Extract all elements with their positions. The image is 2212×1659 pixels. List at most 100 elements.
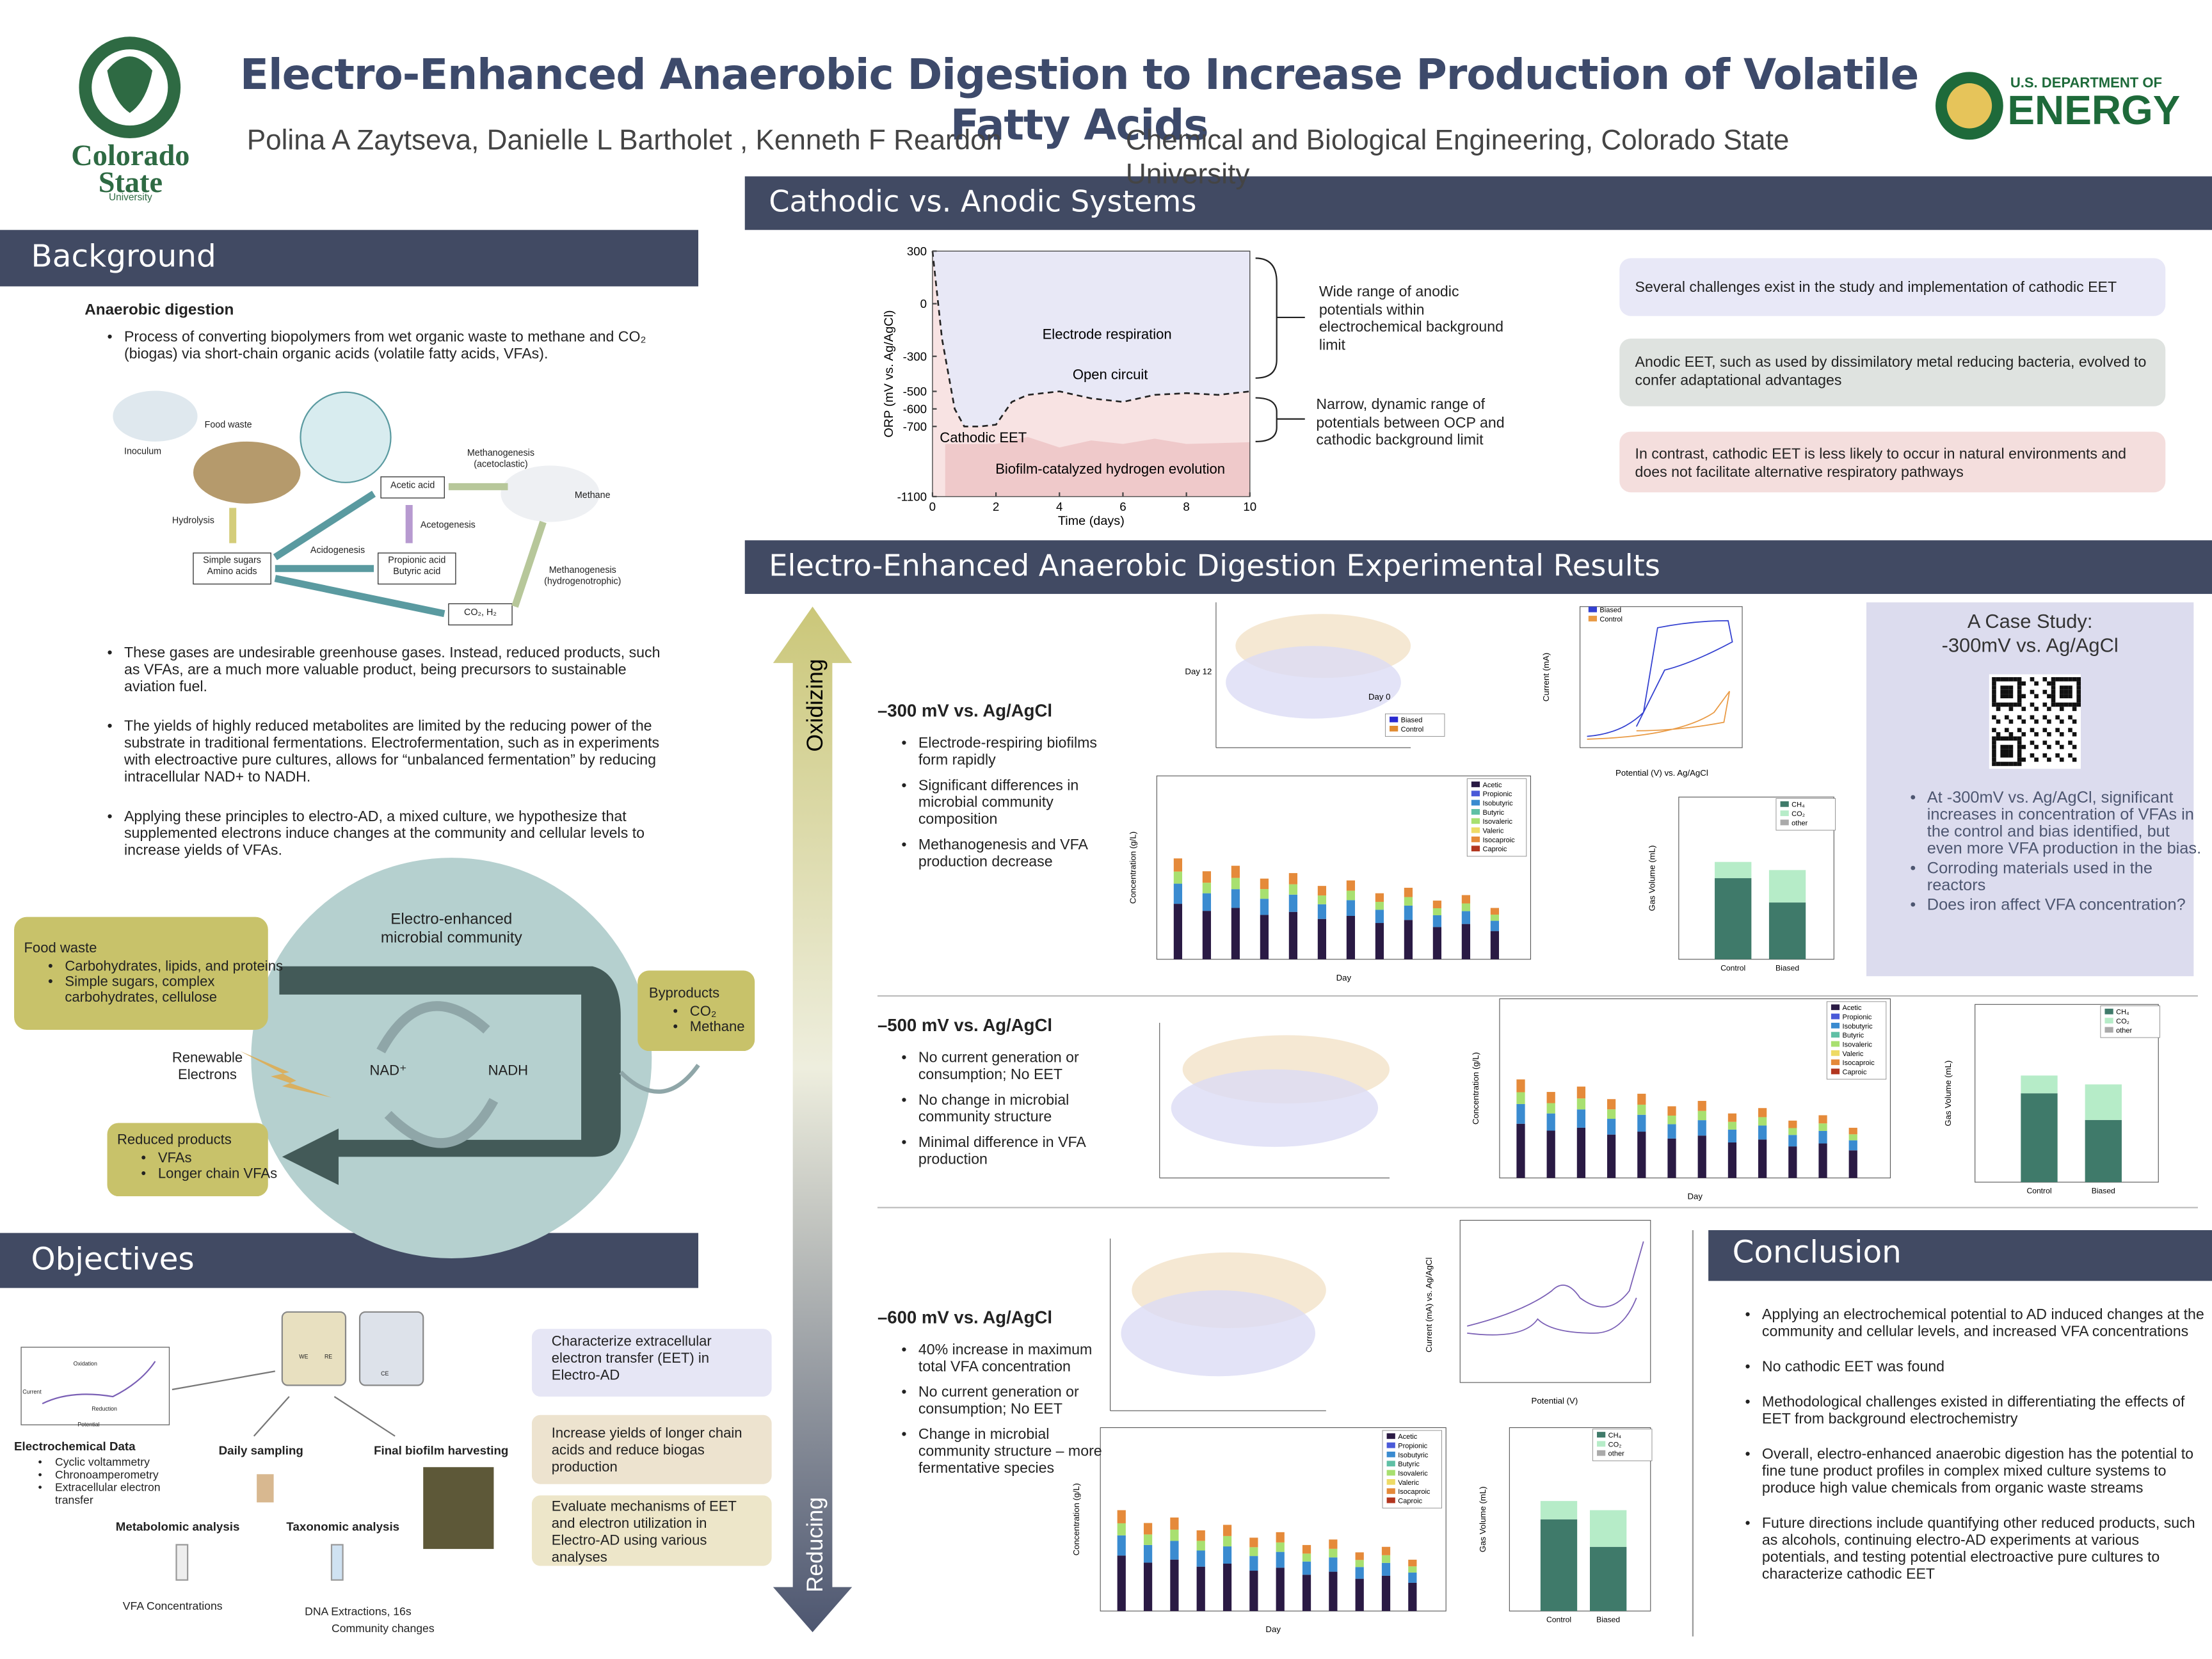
- x-tick-label: 8: [1183, 500, 1189, 513]
- decorative-bar: [1288, 894, 1298, 912]
- legend-label: Valeric: [1398, 1479, 1419, 1487]
- section-bar: [0, 230, 699, 287]
- reactor-label: RE: [324, 1352, 333, 1360]
- bullet: Corroding materials used in the reactors: [1910, 860, 2202, 894]
- decorative-bar: [1317, 904, 1327, 919]
- decorative-bar: [1697, 1135, 1706, 1178]
- bullet-list: These gases are undesirable greenhouse g…: [104, 645, 667, 859]
- decorative-bar: [1196, 1566, 1205, 1612]
- decorative-bar: [1231, 908, 1240, 959]
- info-box-text: Several challenges exist in the study an…: [1635, 279, 2117, 296]
- decorative-bar: [1576, 1098, 1586, 1110]
- cycle-label: Renewable Electrons: [172, 1051, 243, 1084]
- bullet-list: Carbohydrates, lipids, and proteinsSimpl…: [45, 959, 284, 1006]
- decorative-bar: [1637, 1104, 1646, 1115]
- section-heading: Conclusion: [1732, 1235, 1902, 1271]
- qr-cell: [2030, 741, 2035, 745]
- qr-cell: [1992, 681, 1996, 686]
- hydrogen-region: [945, 437, 1250, 497]
- legend-label: Isovaleric: [1482, 818, 1512, 826]
- decorative-bar: [1117, 1535, 1126, 1556]
- decorative-bar: [1768, 902, 1806, 959]
- legend-label: Isobutyric: [1398, 1452, 1429, 1459]
- x-axis-title: Day: [1687, 1191, 1703, 1201]
- decorative-bar: [1260, 878, 1269, 890]
- chart-frame: [1975, 1004, 2159, 1183]
- qr-cell: [2030, 715, 2035, 720]
- bullet: 40% increase in maximum total VFA concen…: [901, 1342, 1116, 1375]
- decorative-bar: [1222, 1546, 1232, 1564]
- reactor-label: WE: [299, 1352, 309, 1360]
- qr-cell: [1992, 744, 1996, 749]
- diagram-label: Methane: [574, 491, 611, 501]
- qr-cell: [2017, 677, 2022, 682]
- decorative-bar: [1432, 901, 1442, 909]
- decorative-bar: [1667, 1138, 1676, 1178]
- diagram-label: Community changes: [331, 1622, 435, 1635]
- qr-cell: [2055, 741, 2060, 745]
- case-study-title: A Case Study: -300mV vs. Ag/AgCl: [1941, 609, 2119, 656]
- cv-label: Oxidation: [73, 1359, 97, 1367]
- legend-swatch: [1471, 818, 1480, 824]
- qr-cell: [2008, 732, 2014, 737]
- legend-label: Caproic: [1398, 1497, 1422, 1505]
- decorative-bar: [1408, 1566, 1417, 1573]
- info-box: [1619, 338, 2166, 406]
- diagram-label: Inoculum: [124, 447, 162, 458]
- bracket: [1255, 397, 1305, 442]
- bullet-list: VFAsLonger chain VFAs: [138, 1151, 285, 1182]
- bullet-list: Electrode-respiring biofilms form rapidl…: [899, 735, 1116, 870]
- decorative-bar: [1381, 1562, 1391, 1576]
- legend-swatch: [1386, 1497, 1395, 1503]
- decorative-bar: [1516, 1092, 1525, 1104]
- qr-cell: [2059, 685, 2064, 690]
- bullet-list: 40% increase in maximum total VFA concen…: [899, 1342, 1116, 1477]
- info-box: [1619, 258, 2166, 316]
- qr-cell: [2034, 694, 2039, 699]
- region-label: Electrode respiration: [1043, 326, 1172, 342]
- bullet: Does iron affect VFA concentration?: [1910, 897, 2202, 914]
- bullet: Extracellular electron transfer: [38, 1481, 196, 1507]
- qr-cell: [1996, 732, 2001, 737]
- qr-cell: [2042, 741, 2048, 745]
- qr-cell: [2047, 757, 2051, 762]
- decorative-bar: [1715, 878, 1752, 959]
- pca-ellipse: [1121, 1290, 1315, 1377]
- qr-cell: [2072, 677, 2077, 682]
- legend-swatch: [1588, 616, 1598, 621]
- legend-label: CH₄: [1791, 801, 1805, 809]
- diagram-box-label: Propionic acid Butyric acid: [388, 556, 446, 577]
- qr-cell: [1996, 762, 2001, 766]
- qr-cell: [2000, 689, 2005, 694]
- decorative-bar: [1231, 889, 1240, 908]
- decorative-bar: [1375, 923, 1384, 959]
- y-tick-label: -1100: [897, 490, 927, 503]
- qr-cell: [2021, 707, 2026, 711]
- legend-swatch: [1390, 716, 1399, 723]
- cv-trace: [1587, 691, 1731, 740]
- qr-cell: [2004, 689, 2009, 694]
- diagram-label: Acidogenesis: [310, 545, 365, 556]
- decorative-bar: [2085, 1084, 2122, 1120]
- qr-cell: [2017, 728, 2022, 732]
- x-tick-label: 10: [1243, 500, 1256, 513]
- legend-swatch: [1780, 801, 1789, 807]
- decorative-bar: [1727, 1142, 1737, 1178]
- qr-cell: [2072, 702, 2077, 707]
- y-tick-label: -600: [903, 402, 927, 415]
- decorative-bar: [1667, 1115, 1676, 1125]
- qr-cell: [2030, 677, 2035, 682]
- decorative-bar: [1848, 1150, 1857, 1178]
- qr-cell: [2030, 728, 2035, 732]
- diagram-box-label: Acetic acid: [390, 481, 435, 492]
- legend-label: other: [2116, 1027, 2132, 1034]
- decorative-bar: [1117, 1510, 1126, 1523]
- info-box: [1619, 431, 2166, 493]
- qr-cell: [1992, 749, 1996, 753]
- chart-frame: [1499, 998, 1891, 1178]
- legend-swatch: [1831, 1050, 1840, 1056]
- qr-cell: [2030, 689, 2035, 694]
- x-axis-title: Day: [1336, 973, 1352, 982]
- bullet: VFAs: [141, 1151, 285, 1167]
